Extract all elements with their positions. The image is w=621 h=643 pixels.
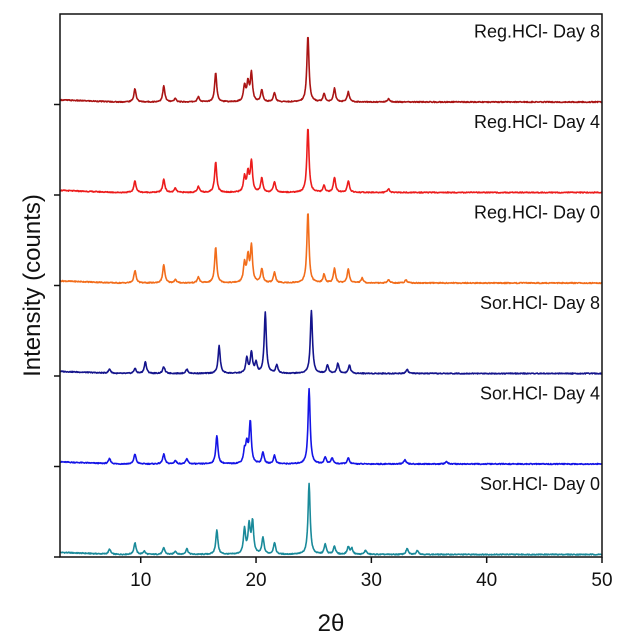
series-label-6: Reg.HCl- Day 8 bbox=[474, 22, 600, 42]
x-tick-label: 10 bbox=[130, 570, 151, 591]
x-axis-title: 2θ bbox=[318, 610, 345, 637]
series-line-1 bbox=[59, 482, 603, 556]
x-tick-label: 50 bbox=[591, 570, 612, 591]
series-line-2 bbox=[59, 387, 603, 466]
y-axis-title: Intensity (counts) bbox=[19, 194, 46, 377]
series-line-6 bbox=[59, 36, 603, 104]
series-layer: Sor.HCl- Day 0 Sor.HCl- Day 4 Sor.HCl- Day… bbox=[59, 22, 603, 556]
series-label-4: Reg.HCl- Day 0 bbox=[474, 203, 600, 223]
x-tick-label: 20 bbox=[245, 570, 266, 591]
series-line-4 bbox=[59, 213, 603, 285]
series-line-5 bbox=[59, 128, 603, 194]
series-label-1: Sor.HCl- Day 0 bbox=[480, 474, 600, 494]
axes-layer: 10 20 30 40 50 bbox=[54, 13, 613, 591]
series-label-5: Reg.HCl- Day 4 bbox=[474, 112, 600, 132]
x-tick-label: 40 bbox=[476, 570, 497, 591]
x-tick-label: 30 bbox=[361, 570, 382, 591]
series-label-2: Sor.HCl- Day 4 bbox=[480, 384, 600, 404]
series-label-3: Sor.HCl- Day 8 bbox=[480, 293, 600, 313]
series-line-3 bbox=[59, 309, 603, 375]
